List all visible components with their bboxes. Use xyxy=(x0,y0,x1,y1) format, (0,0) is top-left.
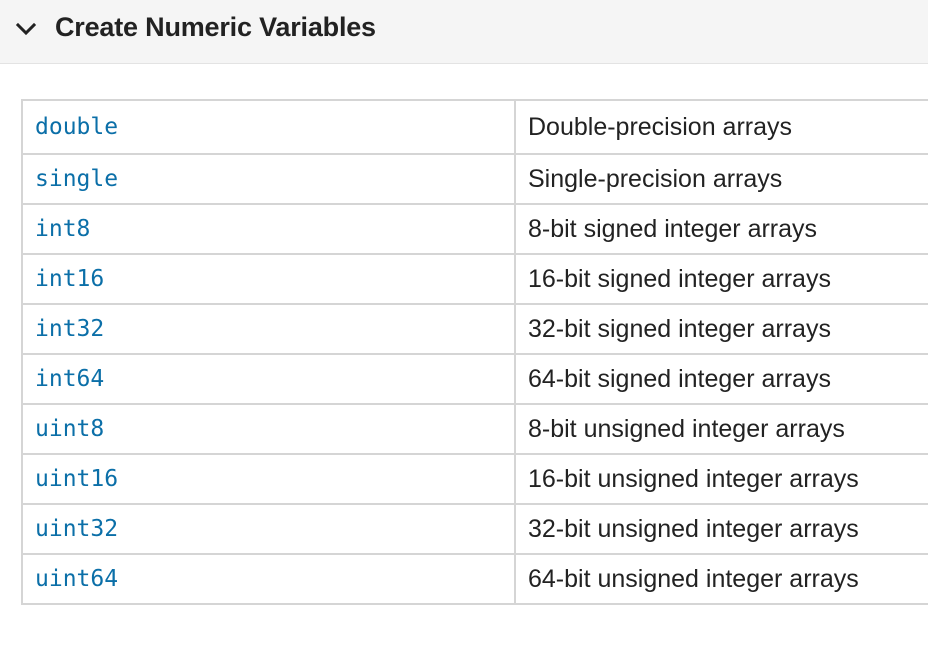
function-link-int8[interactable]: int8 xyxy=(35,216,91,242)
function-name-cell: uint8 xyxy=(21,403,516,455)
function-link-uint32[interactable]: uint32 xyxy=(35,516,119,542)
function-description: 16-bit unsigned integer arrays xyxy=(528,464,859,493)
table-row: uint32 32-bit unsigned integer arrays xyxy=(21,503,928,555)
table-row: int32 32-bit signed integer arrays xyxy=(21,303,928,355)
function-description-cell: 16-bit unsigned integer arrays xyxy=(514,453,928,505)
function-description: 8-bit unsigned integer arrays xyxy=(528,414,845,443)
function-description: 16-bit signed integer arrays xyxy=(528,264,831,293)
table-row: uint8 8-bit unsigned integer arrays xyxy=(21,403,928,455)
function-link-uint8[interactable]: uint8 xyxy=(35,416,105,442)
function-name-cell: int8 xyxy=(21,203,516,255)
function-description: 32-bit unsigned integer arrays xyxy=(528,514,859,543)
function-description: 32-bit signed integer arrays xyxy=(528,314,831,343)
function-description: 8-bit signed integer arrays xyxy=(528,214,818,243)
function-link-int16[interactable]: int16 xyxy=(35,266,105,292)
function-name-cell: int64 xyxy=(21,353,516,405)
table-row: int64 64-bit signed integer arrays xyxy=(21,353,928,405)
function-table: double Double-precision arrays single Si… xyxy=(21,99,928,605)
function-description: Single-precision arrays xyxy=(528,164,783,193)
function-link-uint16[interactable]: uint16 xyxy=(35,466,119,492)
chevron-down-icon[interactable] xyxy=(14,18,38,42)
table-row: int16 16-bit signed integer arrays xyxy=(21,253,928,305)
function-name-cell: double xyxy=(21,99,516,155)
function-description-cell: 64-bit signed integer arrays xyxy=(514,353,928,405)
table-row: uint64 64-bit unsigned integer arrays xyxy=(21,553,928,605)
function-description-cell: 16-bit signed integer arrays xyxy=(514,253,928,305)
section-title: Create Numeric Variables xyxy=(55,12,376,42)
function-name-cell: uint64 xyxy=(21,553,516,605)
function-name-cell: int32 xyxy=(21,303,516,355)
function-description-cell: 32-bit unsigned integer arrays xyxy=(514,503,928,555)
function-name-cell: int16 xyxy=(21,253,516,305)
function-name-cell: single xyxy=(21,153,516,205)
function-link-int64[interactable]: int64 xyxy=(35,366,105,392)
function-description-cell: Single-precision arrays xyxy=(514,153,928,205)
function-description-cell: 8-bit signed integer arrays xyxy=(514,203,928,255)
table-row: single Single-precision arrays xyxy=(21,153,928,205)
function-description-cell: 8-bit unsigned integer arrays xyxy=(514,403,928,455)
function-name-cell: uint16 xyxy=(21,453,516,505)
function-description-cell: 32-bit signed integer arrays xyxy=(514,303,928,355)
table-row: uint16 16-bit unsigned integer arrays xyxy=(21,453,928,505)
section-header-create-numeric-variables[interactable]: Create Numeric Variables xyxy=(0,0,928,64)
function-link-uint64[interactable]: uint64 xyxy=(35,566,119,592)
function-link-single[interactable]: single xyxy=(35,166,119,192)
function-description-cell: Double-precision arrays xyxy=(514,99,928,155)
function-description: 64-bit unsigned integer arrays xyxy=(528,564,859,593)
function-description: 64-bit signed integer arrays xyxy=(528,364,831,393)
function-link-int32[interactable]: int32 xyxy=(35,316,105,342)
table-row: double Double-precision arrays xyxy=(21,99,928,155)
table-row: int8 8-bit signed integer arrays xyxy=(21,203,928,255)
function-description: Double-precision arrays xyxy=(528,112,793,141)
function-description-cell: 64-bit unsigned integer arrays xyxy=(514,553,928,605)
function-link-double[interactable]: double xyxy=(35,114,119,140)
function-name-cell: uint32 xyxy=(21,503,516,555)
